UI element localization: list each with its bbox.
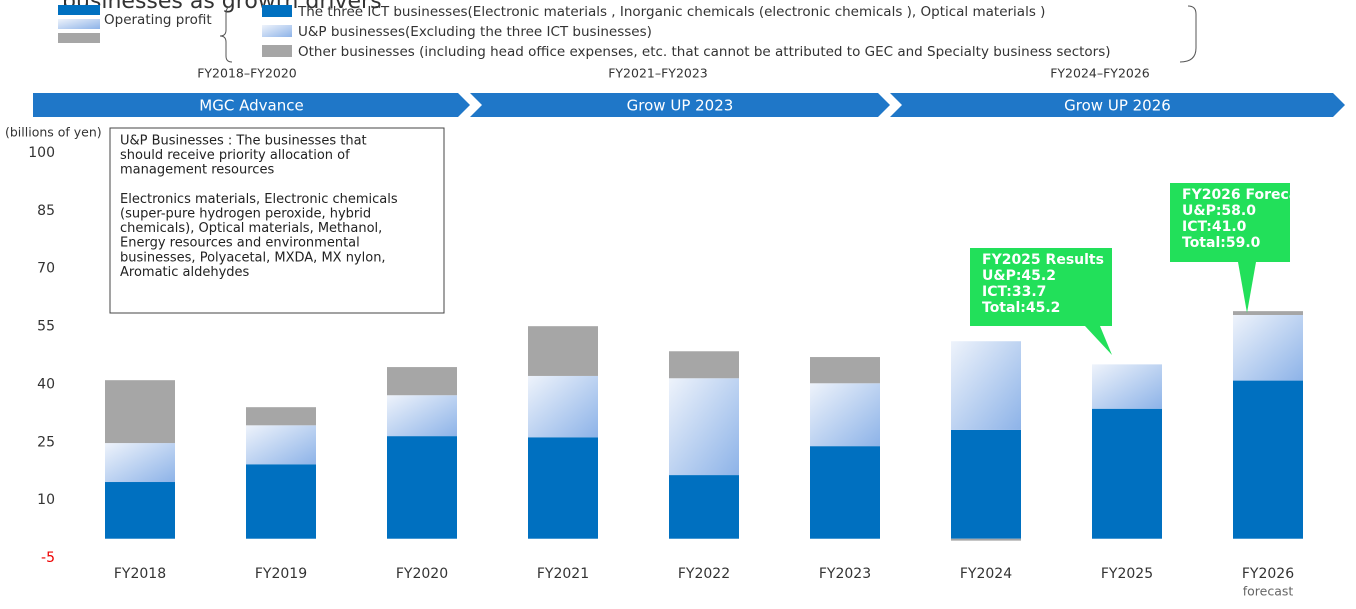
bar-segment	[1233, 311, 1303, 315]
bar-segment	[1233, 315, 1303, 381]
callout-line: FY2026 Forecast	[1182, 187, 1314, 203]
bar-segment	[810, 446, 880, 539]
legend-swatch	[262, 45, 292, 57]
y-tick-label: 100	[28, 145, 55, 161]
y-tick-label: 40	[37, 376, 55, 392]
title-fragment: businesses as growth drivers	[62, 0, 382, 14]
x-tick-note: forecast	[1243, 584, 1294, 599]
callout-box	[970, 248, 1112, 326]
y-tick-label: -5	[41, 550, 55, 566]
legend-swatch	[262, 5, 292, 17]
x-tick-label: FY2020	[396, 566, 448, 582]
bar-segment	[951, 429, 1021, 539]
bar-segment	[246, 425, 316, 465]
x-tick-label: FY2023	[819, 566, 871, 582]
period-arrow	[890, 93, 1345, 117]
x-tick-label: FY2026	[1242, 566, 1294, 582]
bar-segment	[669, 475, 739, 539]
callout-line: U&P:45.2	[982, 268, 1056, 284]
legend-brace	[219, 5, 233, 63]
bar-segment	[528, 437, 598, 539]
bar-segment	[669, 378, 739, 476]
bar-segment	[1092, 364, 1162, 409]
callout-line: ICT:33.7	[982, 284, 1046, 300]
note-line: should receive priority allocation of	[120, 148, 350, 163]
bar-segment	[105, 443, 175, 483]
legend-brace	[1179, 5, 1197, 63]
period-arrow	[33, 93, 470, 117]
bar-segment	[246, 407, 316, 426]
y-tick-label: 70	[37, 261, 55, 277]
y-unit: (billions of yen)	[5, 125, 102, 140]
note-line: Electronics materials, Electronic chemic…	[120, 192, 398, 207]
bar-segment	[951, 341, 1021, 430]
note-line: Energy resources and environmental	[120, 236, 360, 251]
period-arrow	[470, 93, 890, 117]
callout-line: U&P:58.0	[1182, 203, 1256, 219]
bar-segment	[1233, 380, 1303, 539]
bar-segment	[1092, 408, 1162, 539]
legend-swatch	[58, 33, 100, 43]
bar-segment	[810, 383, 880, 447]
period-name: Grow UP 2026	[1064, 97, 1171, 115]
note-line: chemicals), Optical materials, Methanol,	[120, 221, 382, 236]
bar-segment	[387, 367, 457, 396]
callout-line: FY2025 Results	[982, 252, 1104, 268]
legend-swatch	[262, 25, 292, 37]
bar-segment	[246, 464, 316, 539]
x-tick-label: FY2019	[255, 566, 307, 582]
legend-label: U&P businesses(Excluding the three ICT b…	[298, 24, 652, 40]
legend-title: Operating profit	[104, 12, 212, 28]
x-tick-label: FY2025	[1101, 566, 1153, 582]
period-range: FY2018–FY2020	[197, 66, 297, 81]
bar-segment	[810, 357, 880, 384]
callout-box	[1170, 183, 1290, 262]
note-line: businesses, Polyacetal, MXDA, MX nylon,	[120, 250, 386, 265]
bar-segment	[105, 380, 175, 444]
bar-segment	[387, 436, 457, 539]
period-range: FY2024–FY2026	[1050, 66, 1150, 81]
callout-line: Total:59.0	[1182, 235, 1261, 251]
note-line: management resources	[120, 163, 274, 178]
x-tick-label: FY2018	[114, 566, 166, 582]
x-tick-label: FY2024	[960, 566, 1012, 582]
legend-label: The three ICT businesses(Electronic mate…	[297, 4, 1045, 20]
note-line: (super-pure hydrogen peroxide, hybrid	[120, 207, 371, 222]
legend-swatch	[58, 5, 100, 15]
legend-label: Other businesses (including head office …	[298, 44, 1111, 60]
y-tick-label: 85	[37, 203, 55, 219]
bar-segment	[528, 326, 598, 376]
period-name: Grow UP 2023	[627, 97, 734, 115]
legend-swatch	[58, 19, 100, 29]
period-name: MGC Advance	[199, 97, 303, 115]
callout-tail	[1238, 262, 1256, 313]
callout-line: ICT:41.0	[1182, 219, 1247, 235]
bar-segment	[105, 482, 175, 539]
period-range: FY2021–FY2023	[608, 66, 708, 81]
bar-segment	[387, 395, 457, 437]
bar-segment	[669, 351, 739, 379]
y-tick-label: 55	[37, 319, 55, 335]
x-tick-label: FY2022	[678, 566, 730, 582]
note-line: Aromatic aldehydes	[120, 265, 250, 280]
note-line: U&P Businesses : The businesses that	[120, 134, 367, 149]
y-tick-label: 25	[37, 434, 55, 450]
bar-segment	[951, 538, 1021, 541]
callout-tail	[1085, 326, 1112, 355]
x-tick-label: FY2021	[537, 566, 589, 582]
callout-line: Total:45.2	[982, 300, 1060, 316]
note-box	[109, 127, 445, 314]
bar-segment	[528, 375, 598, 438]
y-tick-label: 10	[37, 492, 55, 508]
